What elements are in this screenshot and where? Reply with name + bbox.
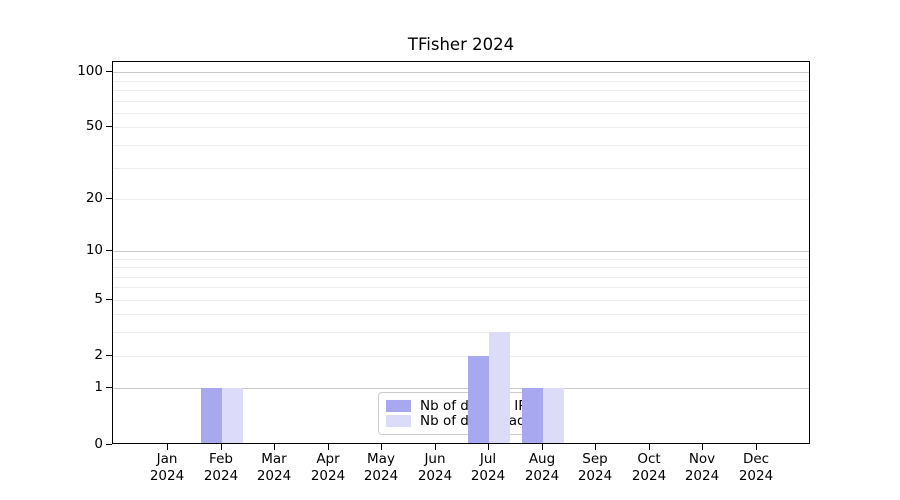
x-axis-tick-label: May 2024 — [348, 451, 414, 485]
x-axis-tick — [542, 444, 543, 450]
x-axis-tick — [435, 444, 436, 450]
x-axis-tick-label: Apr 2024 — [295, 451, 361, 485]
y-axis-tick — [106, 387, 112, 388]
y-axis-tick — [106, 444, 112, 445]
month-label: Mar — [261, 451, 287, 467]
minor-gridline — [113, 113, 809, 115]
x-axis-tick — [595, 444, 596, 450]
month-label: Jun — [424, 451, 446, 467]
month-label: Aug — [528, 451, 556, 467]
x-axis-tick — [649, 444, 650, 450]
minor-gridline — [113, 145, 809, 147]
year-label: 2024 — [470, 468, 506, 484]
year-label: 2024 — [149, 468, 185, 484]
major-gridline — [113, 388, 809, 390]
y-axis-tick-label: 0 — [94, 436, 103, 452]
y-axis-tick-label: 10 — [85, 242, 103, 258]
x-axis-tick-label: Jun 2024 — [402, 451, 468, 485]
y-axis-tick-label: 2 — [94, 347, 103, 363]
year-label: 2024 — [203, 468, 239, 484]
month-label: May — [367, 451, 395, 467]
minor-gridline — [113, 314, 809, 316]
y-axis-tick — [106, 71, 112, 72]
month-label: Feb — [209, 451, 233, 467]
minor-gridline — [113, 80, 809, 82]
month-label: Nov — [688, 451, 716, 467]
y-axis-tick — [106, 299, 112, 300]
major-gridline — [113, 250, 809, 252]
major-gridline — [113, 72, 809, 74]
x-axis-tick-label: Mar 2024 — [241, 451, 307, 485]
minor-gridline — [113, 332, 809, 334]
month-label: Sep — [582, 451, 608, 467]
bar-distinct-ips — [468, 355, 489, 443]
legend-swatch — [386, 415, 411, 427]
y-axis-tick — [106, 198, 112, 199]
bar-distinct-ips — [521, 388, 543, 443]
x-axis-tick-label: Nov 2024 — [669, 451, 735, 485]
y-axis-tick — [106, 355, 112, 356]
x-axis-tick-label: Sep 2024 — [562, 451, 628, 485]
year-label: 2024 — [577, 468, 613, 484]
minor-gridline — [113, 127, 809, 129]
year-label: 2024 — [363, 468, 399, 484]
minor-gridline — [113, 276, 809, 278]
x-axis-tick-label: Dec 2024 — [723, 451, 789, 485]
x-axis-tick — [381, 444, 382, 450]
x-axis-tick — [488, 444, 489, 450]
legend-row: Nb of downloads — [386, 413, 533, 429]
minor-gridline — [113, 100, 809, 102]
bar-downloads — [221, 388, 243, 443]
chart-title: TFisher 2024 — [407, 35, 515, 54]
year-label: 2024 — [524, 468, 560, 484]
month-label: Oct — [637, 451, 661, 467]
y-axis-tick-label: 1 — [94, 379, 103, 395]
year-label: 2024 — [631, 468, 667, 484]
y-axis-tick — [106, 250, 112, 251]
y-axis-tick-label: 100 — [77, 63, 103, 79]
year-label: 2024 — [417, 468, 453, 484]
minor-gridline — [113, 167, 809, 169]
minor-gridline — [113, 90, 809, 92]
year-label: 2024 — [256, 468, 292, 484]
x-axis-tick — [702, 444, 703, 450]
plot-area — [112, 61, 810, 444]
x-axis-tick — [167, 444, 168, 450]
minor-gridline — [113, 258, 809, 260]
x-axis-tick-label: Aug 2024 — [509, 451, 575, 485]
minor-gridline — [113, 198, 809, 200]
month-label: Jan — [156, 451, 178, 467]
y-axis-tick-label: 50 — [85, 118, 103, 134]
month-label: Jul — [479, 451, 497, 467]
y-axis-tick-label: 5 — [94, 291, 103, 307]
legend: Nb of distinct IPsNb of downloads — [378, 392, 542, 435]
x-axis-tick-label: Jan 2024 — [134, 451, 200, 485]
x-axis-tick-label: Jul 2024 — [455, 451, 521, 485]
minor-gridline — [113, 299, 809, 301]
x-axis-tick — [274, 444, 275, 450]
y-axis-tick — [106, 126, 112, 127]
year-label: 2024 — [738, 468, 774, 484]
x-axis-tick-label: Feb 2024 — [188, 451, 254, 485]
year-label: 2024 — [684, 468, 720, 484]
x-axis-tick — [328, 444, 329, 450]
legend-row: Nb of distinct IPs — [386, 398, 533, 414]
minor-gridline — [113, 355, 809, 357]
legend-swatch — [386, 400, 411, 412]
month-label: Apr — [316, 451, 340, 467]
month-label: Dec — [742, 451, 770, 467]
y-axis-tick-label: 20 — [85, 190, 103, 206]
minor-gridline — [113, 287, 809, 289]
x-axis-tick — [756, 444, 757, 450]
year-label: 2024 — [310, 468, 346, 484]
x-axis-tick — [221, 444, 222, 450]
bar-distinct-ips — [200, 388, 222, 443]
bar-downloads — [489, 332, 510, 443]
x-axis-tick-label: Oct 2024 — [616, 451, 682, 485]
bar-downloads — [542, 388, 564, 443]
minor-gridline — [113, 267, 809, 269]
